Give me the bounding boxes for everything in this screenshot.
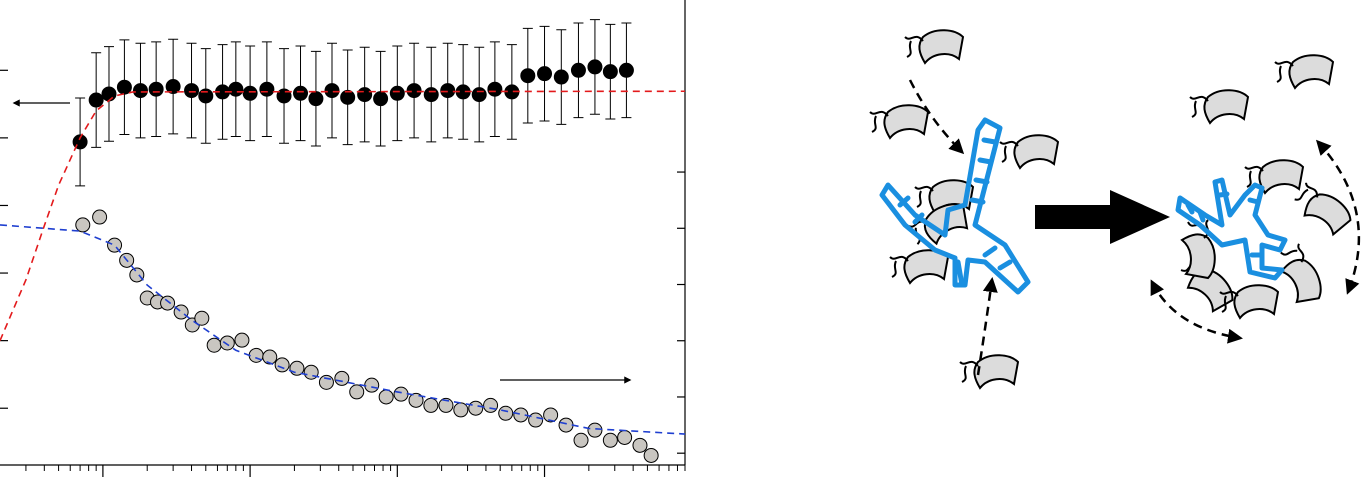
data-point	[184, 83, 200, 99]
data-point	[618, 62, 634, 78]
data-point	[274, 357, 290, 373]
data-point	[88, 92, 104, 108]
data-point	[293, 85, 309, 101]
data-point	[389, 85, 405, 101]
dashed-arrow	[1315, 139, 1361, 295]
data-point	[318, 374, 334, 390]
dashed-arrow	[908, 79, 965, 155]
data-point	[165, 79, 181, 95]
data-point	[308, 91, 324, 107]
data-point	[75, 217, 91, 233]
dashed-arrow	[1150, 279, 1243, 344]
data-point	[234, 332, 250, 348]
data-point	[406, 83, 422, 99]
data-point	[553, 69, 569, 85]
data-point	[357, 87, 373, 103]
plot	[0, 0, 686, 477]
data-point	[558, 417, 574, 433]
data-point	[483, 397, 499, 413]
data-point	[468, 400, 484, 416]
data-point	[587, 59, 603, 75]
rna	[879, 117, 1288, 295]
data-point	[602, 64, 618, 80]
data-point	[393, 386, 409, 402]
data-point	[587, 422, 603, 438]
data-point	[101, 86, 117, 102]
data-point	[643, 447, 659, 463]
data-point	[340, 89, 356, 105]
data-point	[364, 377, 380, 393]
data-point	[528, 412, 544, 428]
data-point	[570, 62, 586, 78]
data-point	[632, 437, 648, 453]
data-point	[378, 389, 394, 405]
data-point	[487, 81, 503, 97]
data-point	[498, 405, 514, 421]
data-point	[438, 397, 454, 413]
data-point	[148, 81, 164, 97]
data-point	[206, 337, 222, 353]
data-point	[242, 85, 258, 101]
data-point	[520, 68, 536, 84]
data-point	[602, 432, 618, 448]
big-arrow	[1035, 190, 1170, 244]
data-point	[92, 209, 108, 225]
data-point	[262, 349, 278, 365]
data-point	[423, 397, 439, 413]
data-point	[116, 79, 132, 95]
data-point	[537, 66, 553, 82]
data-point	[573, 432, 589, 448]
data-point	[160, 295, 176, 311]
data-point	[334, 370, 350, 386]
data-point	[129, 267, 145, 283]
fit-line	[0, 224, 686, 435]
data-point	[373, 91, 389, 107]
data-point	[259, 81, 275, 97]
fit-line	[0, 90, 686, 341]
data-point	[228, 81, 244, 97]
data-point	[324, 83, 340, 99]
data-point	[471, 87, 487, 103]
data-point	[440, 83, 456, 99]
data-point	[219, 335, 235, 351]
dashed-arrow	[976, 277, 998, 376]
data-point	[408, 392, 424, 408]
data-point	[349, 384, 365, 400]
data-point	[617, 429, 633, 445]
data-point	[453, 402, 469, 418]
arrows	[908, 79, 1361, 376]
diagram	[869, 29, 1361, 389]
data-point	[543, 407, 559, 423]
data-point	[194, 310, 210, 326]
data-point	[132, 83, 148, 99]
data-point	[423, 87, 439, 103]
